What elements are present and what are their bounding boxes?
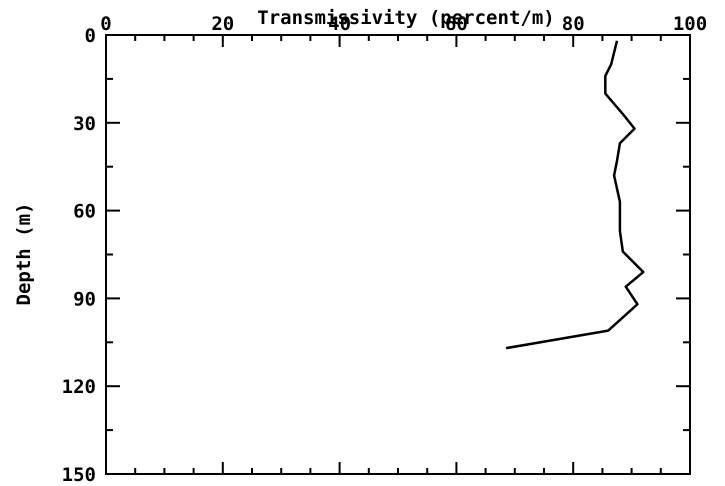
x-tick-label: 80 [562, 13, 585, 35]
y-tick-label: 90 [73, 288, 96, 310]
y-tick-label: 60 [73, 201, 96, 223]
y-tick-label: 0 [85, 25, 96, 47]
x-tick-label: 60 [445, 13, 468, 35]
axis-ticks [105, 34, 691, 475]
y-tick-label: 150 [62, 464, 96, 486]
y-tick-labels: 0 30 60 90 120 150 [62, 25, 96, 486]
x-tick-label: 20 [211, 13, 234, 35]
y-tick-label: 30 [73, 113, 96, 135]
x-tick-label: 40 [328, 13, 351, 35]
y-axis-title: Depth (m) [13, 203, 35, 306]
x-tick-labels: 0 20 40 60 80 100 [100, 13, 707, 35]
transmissivity-profile-line [505, 40, 645, 350]
plot-frame [105, 34, 691, 475]
series-group [505, 40, 645, 350]
x-tick-label: 0 [100, 13, 111, 35]
y-tick-label: 120 [62, 376, 96, 398]
x-tick-label: 100 [673, 13, 707, 35]
x-axis-title: Transmissivity (percent/m) [257, 7, 554, 29]
